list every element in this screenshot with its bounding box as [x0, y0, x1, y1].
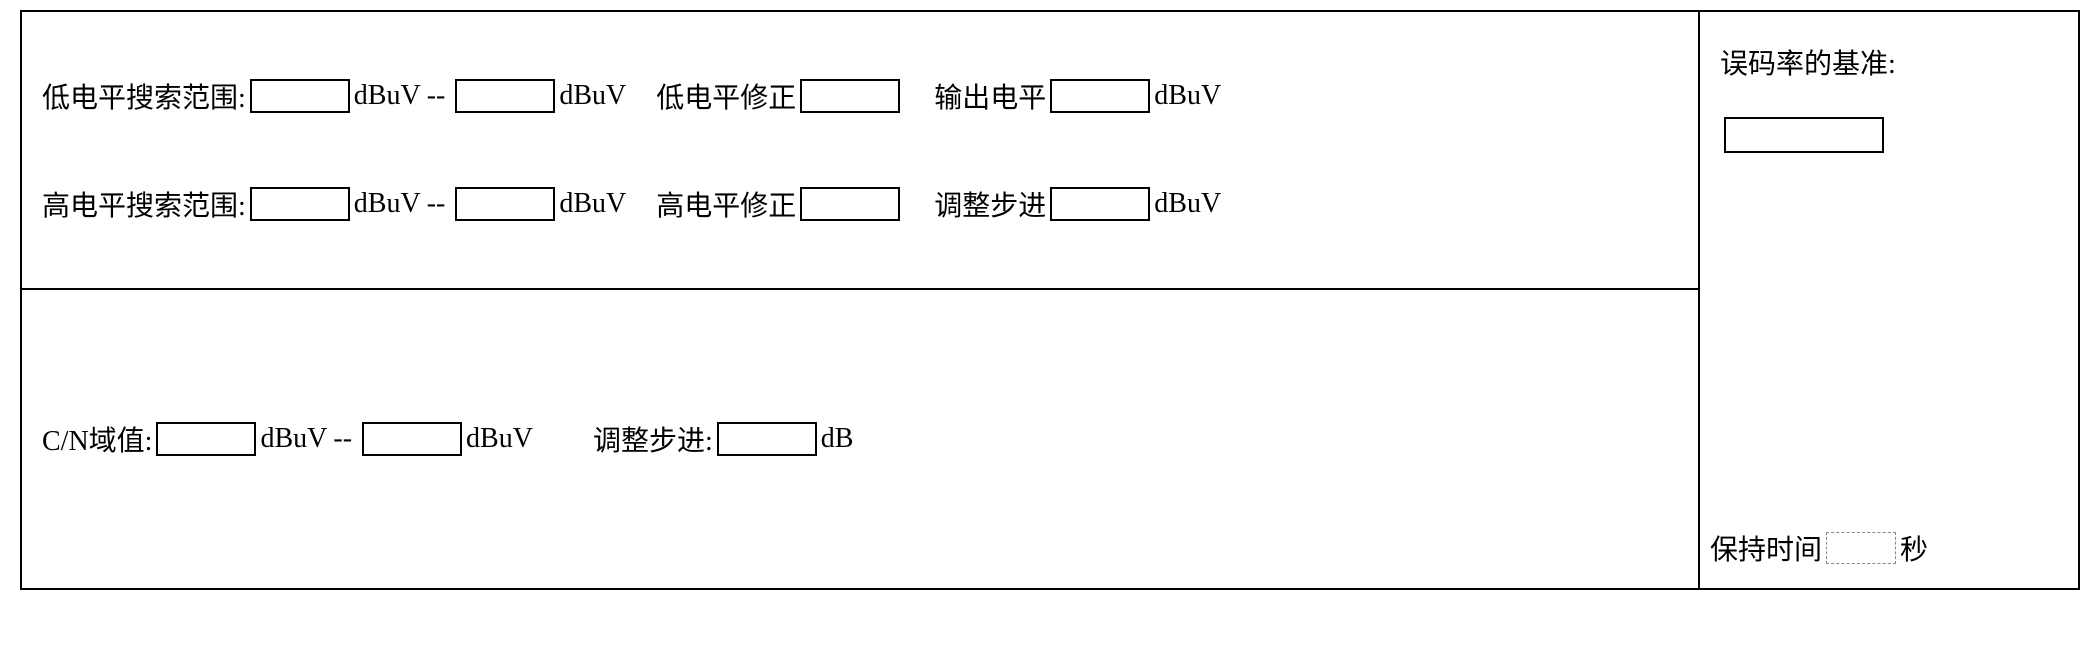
low-range-label: 低电平搜索范围:: [42, 76, 246, 116]
cn-step-label: 调整步进:: [593, 419, 713, 459]
ber-input[interactable]: [1724, 117, 1884, 153]
unit-dbuv: dBuV: [1154, 80, 1221, 112]
left-column: 低电平搜索范围: dBuV -- dBuV 低电平修正 输出电平 dBuV 高电…: [20, 10, 1700, 590]
unit-dbuv: dBuV: [559, 80, 626, 112]
cn-step-input[interactable]: [717, 422, 817, 456]
ber-panel: 误码率的基准:: [1700, 12, 2078, 513]
high-range-from-input[interactable]: [250, 187, 350, 221]
hold-time-panel: 保持时间 秒: [1700, 513, 2078, 588]
unit-dbuv: dBuV: [1154, 188, 1221, 220]
form-container: 低电平搜索范围: dBuV -- dBuV 低电平修正 输出电平 dBuV 高电…: [20, 10, 2080, 590]
output-level-label: 输出电平: [934, 76, 1046, 116]
cn-from-input[interactable]: [156, 422, 256, 456]
cn-to-input[interactable]: [362, 422, 462, 456]
low-level-row: 低电平搜索范围: dBuV -- dBuV 低电平修正 输出电平 dBuV: [42, 76, 1678, 116]
high-correction-input[interactable]: [800, 187, 900, 221]
range-sep: --: [333, 423, 352, 455]
top-panel: 低电平搜索范围: dBuV -- dBuV 低电平修正 输出电平 dBuV 高电…: [20, 10, 1700, 290]
unit-dbuv: dBuV: [354, 188, 421, 220]
hold-time-unit: 秒: [1900, 528, 1928, 568]
low-correction-input[interactable]: [800, 79, 900, 113]
unit-dbuv: dBuV: [260, 423, 327, 455]
low-correction-label: 低电平修正: [656, 76, 796, 116]
unit-dbuv: dBuV: [466, 423, 533, 455]
bottom-panel: C/N域值: dBuV -- dBuV 调整步进: dB: [20, 290, 1700, 590]
cn-threshold-label: C/N域值:: [42, 419, 152, 459]
hold-time-label: 保持时间: [1710, 528, 1822, 568]
high-range-label: 高电平搜索范围:: [42, 184, 246, 224]
output-level-input[interactable]: [1050, 79, 1150, 113]
low-range-to-input[interactable]: [455, 79, 555, 113]
high-correction-label: 高电平修正: [656, 184, 796, 224]
cn-row: C/N域值: dBuV -- dBuV 调整步进: dB: [42, 419, 853, 459]
unit-dbuv: dBuV: [354, 80, 421, 112]
unit-dbuv: dBuV: [559, 188, 626, 220]
unit-db: dB: [821, 423, 854, 455]
ber-title: 误码率的基准:: [1720, 42, 2058, 82]
right-column: 误码率的基准: 保持时间 秒: [1700, 10, 2080, 590]
step-label: 调整步进: [934, 184, 1046, 224]
range-sep: --: [427, 80, 446, 112]
low-range-from-input[interactable]: [250, 79, 350, 113]
high-range-to-input[interactable]: [455, 187, 555, 221]
high-level-row: 高电平搜索范围: dBuV -- dBuV 高电平修正 调整步进 dBuV: [42, 184, 1678, 224]
range-sep: --: [427, 188, 446, 220]
step-input[interactable]: [1050, 187, 1150, 221]
hold-time-input[interactable]: [1826, 532, 1896, 564]
